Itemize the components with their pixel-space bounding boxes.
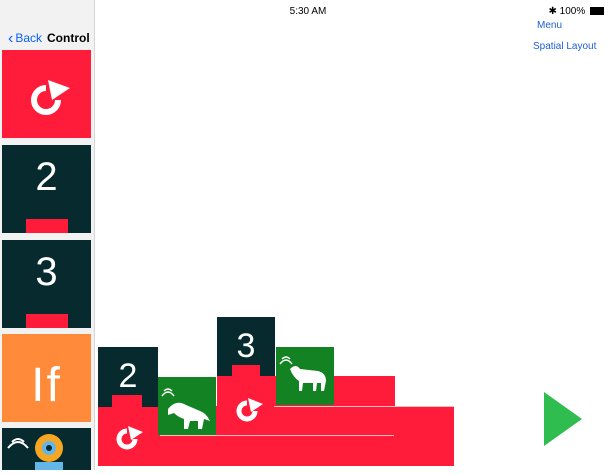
back-label: Back xyxy=(15,31,43,46)
if-label: If xyxy=(31,359,62,412)
repeat-count-3: 3 xyxy=(35,250,58,294)
spatial-layout-link[interactable]: Spatial Layout xyxy=(533,41,596,52)
block-palette: ‹ Back Control 2 3 If xyxy=(0,0,95,470)
connector-tab xyxy=(232,365,260,377)
play-icon[interactable] xyxy=(544,392,582,446)
palette-robot-tile[interactable] xyxy=(2,428,91,470)
repeat-arrow-icon xyxy=(116,425,143,450)
program-base-block[interactable] xyxy=(98,406,454,466)
back-button[interactable]: ‹ Back xyxy=(8,30,42,48)
program-repeat-2-block[interactable]: 2 xyxy=(98,347,158,407)
repeat-arrow-icon xyxy=(31,80,70,115)
palette-repeat-tile[interactable] xyxy=(2,50,91,138)
repeat-arrow-icon xyxy=(236,397,263,422)
connector-tab xyxy=(112,395,142,407)
bluetooth-icon: ✱ xyxy=(548,6,557,17)
repeat-2-count: 2 xyxy=(118,357,138,395)
connector-bar xyxy=(26,219,68,233)
spatial-layout-label: Spatial Layout xyxy=(533,41,597,52)
chevron-left-icon: ‹ xyxy=(8,30,14,47)
nav-title: Control xyxy=(47,31,90,45)
dinosaur-sound-icon xyxy=(161,388,210,429)
status-right: ✱ 100% xyxy=(548,6,604,17)
battery-percent: 100% xyxy=(559,6,586,17)
divider-line xyxy=(160,435,394,436)
repeat-count-2: 2 xyxy=(35,155,58,199)
palette-repeat-3-tile[interactable]: 3 xyxy=(2,240,91,328)
palette-repeat-2-tile[interactable]: 2 xyxy=(2,145,91,233)
divider-line xyxy=(274,406,454,407)
robot-icon xyxy=(7,434,63,470)
connector-bar xyxy=(26,314,68,328)
nav-bar: ‹ Back Control xyxy=(0,27,94,49)
goat-sound-icon xyxy=(279,356,326,391)
palette-if-tile[interactable]: If xyxy=(2,334,91,422)
battery-icon xyxy=(590,7,604,16)
status-time: 5:30 AM xyxy=(289,6,327,17)
dinosaur-sound-block[interactable] xyxy=(158,377,216,435)
repeat-3-count: 3 xyxy=(236,327,256,365)
goat-sound-block[interactable] xyxy=(276,347,334,405)
menu-link[interactable]: Menu xyxy=(537,20,563,31)
